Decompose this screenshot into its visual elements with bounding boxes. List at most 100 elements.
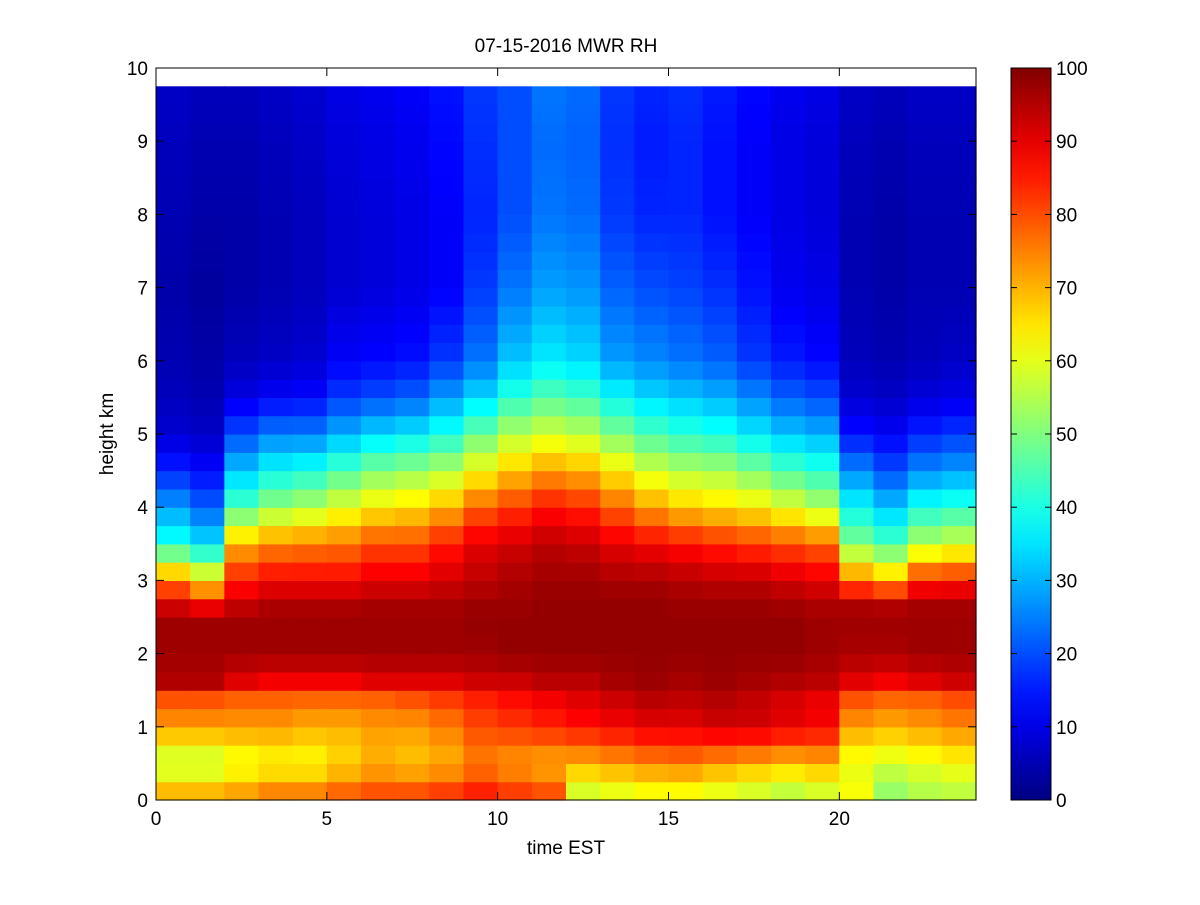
heatmap-cell: [326, 671, 362, 691]
heatmap-cell: [326, 232, 362, 252]
heatmap-cell: [600, 745, 635, 764]
heatmap-cell: [429, 543, 465, 563]
heatmap-cell: [292, 690, 328, 710]
heatmap-cell: [224, 342, 260, 362]
heatmap-cell: [292, 159, 328, 179]
heatmap-cell: [771, 269, 806, 289]
heatmap-cell: [839, 562, 875, 581]
heatmap-cell: [156, 543, 191, 563]
heatmap-cell: [668, 635, 704, 655]
heatmap-cell: [156, 214, 191, 234]
heatmap-cell: [326, 452, 362, 472]
heatmap-cell: [429, 580, 465, 600]
heatmap-cell: [634, 415, 670, 435]
heatmap-cell: [156, 269, 191, 289]
heatmap-cell: [395, 617, 430, 636]
heatmap-cell: [600, 379, 635, 398]
heatmap-cell: [600, 525, 635, 545]
y-axis: 0 1 2 3 4 5 6 7 8 9 10: [127, 59, 976, 812]
heatmap-cell: [395, 470, 430, 490]
heatmap-cell: [941, 379, 977, 398]
heatmap-cell: [190, 543, 225, 563]
heatmap-cell: [839, 745, 875, 764]
heatmap-cell: [702, 635, 738, 655]
heatmap-cell: [258, 745, 294, 764]
heatmap-cell: [941, 86, 977, 106]
heatmap-cell: [361, 379, 396, 398]
heatmap-cell: [736, 763, 772, 783]
heatmap-cell: [736, 781, 772, 801]
heatmap-cell: [907, 617, 943, 636]
heatmap-cell: [429, 488, 465, 508]
heatmap-cell: [156, 580, 191, 600]
heatmap-cell: [839, 360, 875, 380]
heatmap-cell: [190, 580, 225, 600]
heatmap-cell: [805, 562, 840, 581]
colorbar-tick-label: 20: [1056, 645, 1077, 666]
heatmap-cell: [497, 580, 533, 600]
heatmap-cell: [668, 470, 704, 490]
heatmap-cell: [907, 452, 943, 472]
heatmap-cell: [463, 671, 499, 691]
heatmap-cell: [600, 470, 635, 490]
heatmap-cell: [361, 726, 396, 746]
heatmap-cell: [531, 671, 567, 691]
colorbar-tick-label: 40: [1056, 498, 1077, 519]
heatmap-cell: [463, 415, 499, 435]
heatmap-cell: [771, 251, 806, 270]
heatmap-cell: [224, 690, 260, 710]
heatmap-cell: [771, 415, 806, 435]
heatmap-cell: [224, 104, 260, 124]
heatmap-cell: [941, 598, 977, 618]
heatmap-cell: [292, 342, 328, 362]
heatmap-cell: [497, 708, 533, 728]
heatmap-cell: [907, 671, 943, 691]
heatmap-cell: [326, 617, 362, 636]
heatmap-cell: [873, 580, 909, 600]
heatmap-cell: [395, 708, 430, 728]
colorbar-tick-label: 0: [1056, 791, 1067, 812]
heatmap-cell: [224, 324, 260, 344]
heatmap-cell: [907, 397, 943, 417]
heatmap-cell: [156, 324, 191, 344]
heatmap-cell: [361, 360, 396, 380]
heatmap-cell: [497, 324, 533, 344]
heatmap-cell: [668, 580, 704, 600]
heatmap-cell: [531, 287, 567, 307]
heatmap-cell: [531, 305, 567, 325]
heatmap-cell: [600, 104, 635, 124]
heatmap-cell: [395, 781, 430, 801]
heatmap-cell: [395, 251, 430, 270]
heatmap-cell: [361, 708, 396, 728]
heatmap-cell: [634, 543, 670, 563]
heatmap-cell: [668, 141, 704, 161]
heatmap-cell: [395, 397, 430, 417]
heatmap-cell: [326, 177, 362, 197]
heatmap-cell: [634, 251, 670, 270]
heatmap-cell: [258, 690, 294, 710]
heatmap-cell: [395, 434, 430, 453]
heatmap-cell: [292, 214, 328, 234]
heatmap-cell: [156, 159, 191, 179]
heatmap-cell: [736, 580, 772, 600]
heatmap-cell: [805, 122, 840, 142]
heatmap-cell: [326, 196, 362, 215]
heatmap-cell: [771, 781, 806, 801]
heatmap-cell: [463, 598, 499, 618]
heatmap-cell: [941, 525, 977, 545]
heatmap-cell: [702, 269, 738, 289]
heatmap-cell: [771, 360, 806, 380]
heatmap-cell: [395, 196, 430, 215]
heatmap-cell: [292, 104, 328, 124]
heatmap-cell: [736, 726, 772, 746]
heatmap-cell: [702, 745, 738, 764]
heatmap-cell: [463, 580, 499, 600]
heatmap-cell: [497, 415, 533, 435]
heatmap-cell: [600, 214, 635, 234]
heatmap-cell: [463, 653, 499, 673]
heatmap-cell: [941, 324, 977, 344]
heatmap-cell: [941, 177, 977, 197]
heatmap-cell: [395, 232, 430, 252]
heatmap-cell: [771, 470, 806, 490]
heatmap-cell: [190, 671, 225, 691]
